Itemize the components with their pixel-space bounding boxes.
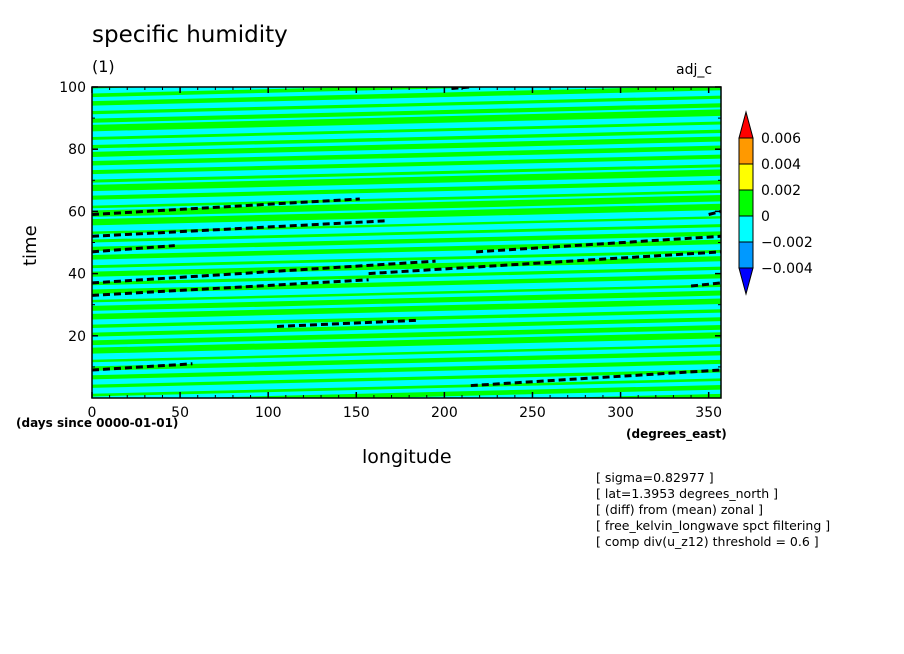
x-tick-label: 350 — [695, 405, 722, 421]
dashed-contour-line — [368, 250, 721, 276]
x-tick-label: 300 — [607, 405, 634, 421]
band-green — [92, 169, 721, 192]
annotation-notes: [ sigma=0.82977 ] [ lat=1.3953 degrees_n… — [596, 470, 830, 550]
dashed-contour-line — [92, 259, 436, 285]
colorbar-label: 0.004 — [761, 157, 801, 173]
band-green — [92, 195, 721, 217]
y-tick-label: 60 — [68, 204, 86, 220]
colorbar-segment — [738, 163, 754, 191]
band-green — [92, 145, 721, 166]
dashed-contour-line — [92, 197, 360, 217]
dashed-contour-line — [92, 244, 175, 254]
band-green — [92, 129, 721, 149]
x-tick-label: 0 — [88, 405, 97, 421]
colorbar-label: 0 — [761, 209, 770, 225]
band-green — [92, 109, 721, 132]
band-green — [92, 324, 721, 346]
band-green — [550, 393, 721, 398]
band-green — [92, 121, 721, 140]
dashed-contour-line — [476, 234, 721, 254]
band-green — [92, 164, 721, 183]
note-line: [ free_kelvin_longwave spct filtering ] — [596, 518, 831, 533]
y-tick-label: 100 — [59, 80, 86, 96]
band-green — [92, 298, 721, 320]
band-green — [92, 87, 721, 106]
x-tick-label: 200 — [431, 405, 458, 421]
band-green — [92, 266, 721, 286]
y-ticks: 20 40 60 80 100 — [59, 80, 721, 368]
dashed-contour-line — [470, 368, 721, 388]
x-axis-label: longitude — [362, 446, 452, 468]
dashed-contour-line — [92, 362, 193, 372]
note-line: [ lat=1.3953 degrees_north ] — [596, 486, 779, 501]
dashed-contour-line — [276, 318, 419, 328]
band-green — [92, 249, 721, 269]
band-green — [92, 369, 721, 388]
band-green — [92, 274, 721, 294]
dashed-contour-line — [708, 209, 721, 216]
band-green — [92, 239, 721, 260]
colorbar-label: −0.002 — [761, 235, 813, 251]
x-axis-units: (degrees_east) — [626, 427, 727, 441]
dashed-contour-line — [690, 281, 721, 288]
band-green — [92, 359, 721, 380]
band-green — [92, 87, 505, 98]
band-green — [92, 136, 721, 157]
experiment-tag: adj_c — [676, 62, 713, 78]
colorbar: 0.006 0.004 0.002 0 −0.002 −0.004 — [738, 110, 813, 296]
y-tick-label: 20 — [68, 329, 86, 345]
band-green — [92, 317, 721, 337]
band-green — [92, 350, 721, 371]
chart-subtitle: (1) — [92, 57, 115, 76]
dashed-contour-line — [92, 278, 369, 297]
band-green — [92, 231, 721, 252]
note-line: [ comp div(u_z12) threshold = 0.6 ] — [596, 534, 819, 549]
band-green — [92, 344, 721, 363]
colorbar-label: 0.002 — [761, 183, 801, 199]
dashed-contour-line — [92, 219, 389, 238]
band-green — [92, 87, 156, 89]
note-line: [ (diff) from (mean) zonal ] — [596, 502, 763, 517]
band-green — [92, 290, 721, 311]
band-green — [92, 103, 721, 123]
chart-title: specific humidity — [92, 22, 288, 48]
band-green — [92, 95, 721, 115]
y-tick-label: 40 — [68, 267, 86, 283]
x-ticks: 0 50 100 150 200 250 300 350 — [88, 87, 722, 421]
colorbar-extend-max — [738, 110, 754, 139]
y-tick-label: 80 — [68, 142, 86, 158]
band-green — [92, 224, 721, 243]
x-tick-label: 50 — [171, 405, 189, 421]
colorbar-segment — [738, 215, 754, 243]
colorbar-segment — [738, 189, 754, 217]
band-green — [92, 332, 721, 354]
colorbar-segment — [738, 137, 754, 165]
band-green — [92, 59, 721, 80]
band-green — [92, 154, 721, 175]
x-tick-label: 100 — [255, 405, 282, 421]
dashed-contours — [92, 87, 721, 388]
band-green — [92, 180, 721, 200]
x-tick-label: 150 — [343, 405, 370, 421]
band-green — [92, 190, 721, 209]
x-tick-label: 250 — [519, 405, 546, 421]
colorbar-label: −0.004 — [761, 261, 813, 277]
band-green — [189, 384, 721, 398]
colorbar-label: 0.006 — [761, 131, 801, 147]
band-green — [92, 378, 721, 397]
y-axis-units: (days since 0000-01-01) — [16, 416, 179, 430]
band-green — [92, 203, 721, 226]
colorbar-extend-min — [738, 267, 754, 296]
contour-fill-bands — [92, 59, 721, 398]
band-green — [92, 309, 721, 329]
colorbar-segment — [738, 241, 754, 269]
band-green — [92, 284, 721, 303]
note-line: [ sigma=0.82977 ] — [596, 470, 714, 485]
